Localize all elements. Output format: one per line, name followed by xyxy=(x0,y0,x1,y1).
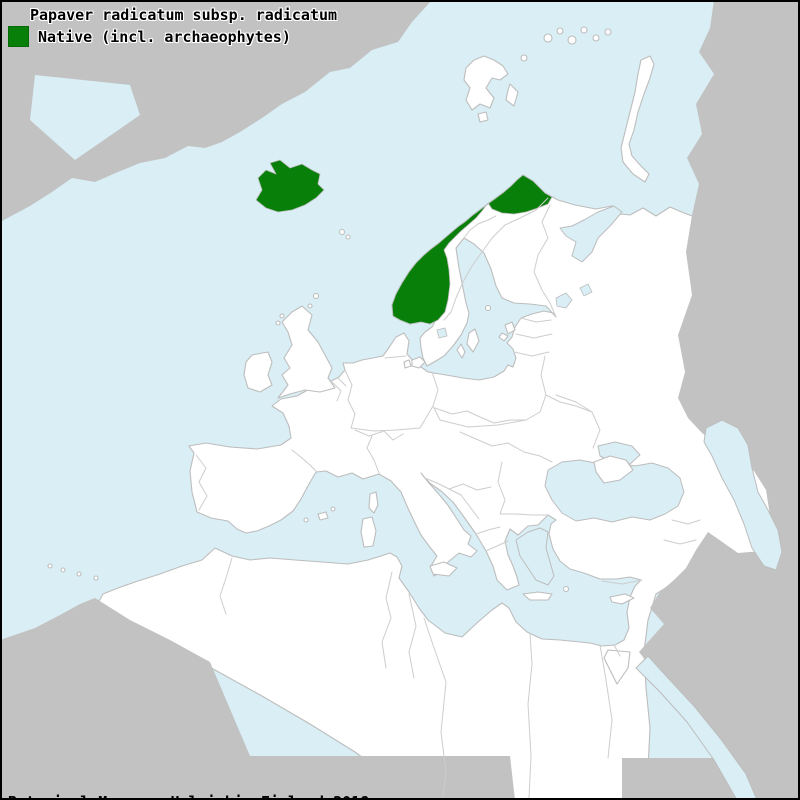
sudan-landmass xyxy=(622,758,800,800)
lakes xyxy=(436,283,593,339)
sardinia xyxy=(360,516,377,548)
asia-landmass xyxy=(639,0,800,800)
great-britain xyxy=(277,305,336,399)
aland xyxy=(484,304,492,312)
saaremaa xyxy=(498,332,509,342)
crimea xyxy=(593,455,634,484)
hiiumaa xyxy=(504,321,516,335)
shetland-orkney-hebrides xyxy=(275,292,320,326)
oland xyxy=(456,343,466,359)
sicily xyxy=(429,561,458,577)
zealand xyxy=(411,356,426,369)
gotland xyxy=(466,328,480,353)
white-sea xyxy=(559,205,623,263)
red-sea xyxy=(635,655,758,800)
lake-vanern xyxy=(436,327,448,339)
attribution-line-1: Botanical Museum, Helsinki, Finland 2018 xyxy=(8,793,369,800)
crete xyxy=(522,591,553,601)
sahara-landmass xyxy=(0,598,515,800)
lake-onega xyxy=(579,283,593,297)
svalbard-east xyxy=(505,83,519,107)
native-legend-label: Native (incl. archaeophytes) xyxy=(38,27,291,46)
arctic-islands xyxy=(520,26,612,62)
greenland-landmass xyxy=(0,0,432,222)
legend: Native (incl. archaeophytes) xyxy=(8,26,291,47)
caspian-sea xyxy=(703,419,783,571)
sinai-peninsula xyxy=(603,649,631,685)
iceland-native-region xyxy=(255,159,325,213)
aegean-sea xyxy=(515,527,555,586)
rhodes xyxy=(562,585,570,593)
balearic-islands xyxy=(303,506,336,523)
ireland xyxy=(243,351,273,393)
map-title: Papaver radicatum subsp. radicatum xyxy=(30,6,338,24)
faroe-islands xyxy=(338,228,351,240)
attribution: Botanical Museum, Helsinki, Finland 2018… xyxy=(8,757,369,800)
country-borders xyxy=(195,197,701,799)
corsica xyxy=(368,491,379,514)
canary-madeira-islands xyxy=(47,563,99,581)
cyprus xyxy=(609,593,635,605)
novaya-zemlya xyxy=(620,55,655,183)
funen xyxy=(403,359,412,369)
lake-ladoga xyxy=(555,292,573,309)
svalbard-south xyxy=(477,111,489,123)
greenland-fjord xyxy=(30,75,140,160)
norway-native-region xyxy=(391,174,553,325)
svalbard-main xyxy=(463,55,509,111)
native-legend-swatch xyxy=(8,26,29,47)
